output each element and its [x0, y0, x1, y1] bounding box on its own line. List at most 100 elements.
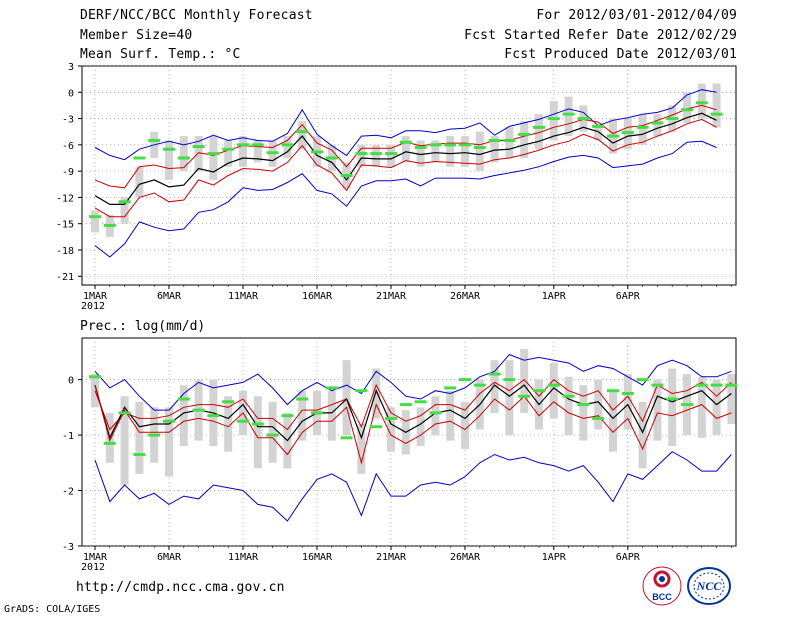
- temperature-box: [431, 140, 440, 163]
- precipitation-obs-marker: [592, 416, 605, 420]
- temperature-obs-marker: [311, 150, 323, 154]
- footer-url[interactable]: http://cmdp.ncc.cma.gov.cn: [76, 580, 285, 595]
- precipitation-obs-marker: [607, 389, 619, 393]
- temperature-obs-marker: [385, 152, 397, 156]
- temperature-box: [446, 136, 455, 167]
- temperature-box: [283, 136, 292, 158]
- precipitation-box: [549, 362, 558, 419]
- temperature-x-tick-label: 1MAR: [83, 291, 108, 302]
- temperature-obs-marker: [414, 145, 427, 149]
- precipitation-x-tick-label: 11MAR: [228, 552, 259, 563]
- temperature-max-line: [94, 89, 717, 161]
- temperature-obs-marker: [103, 223, 116, 227]
- precipitation-obs-marker: [725, 383, 738, 387]
- precipitation-obs-marker: [533, 389, 545, 393]
- precipitation-obs-marker: [340, 436, 353, 440]
- temperature-obs-marker: [473, 145, 486, 149]
- precipitation-obs-marker: [207, 414, 220, 418]
- precipitation-obs-marker: [118, 411, 131, 415]
- temperature-obs-marker: [681, 108, 693, 112]
- temperature-x-tick-label: 21MAR: [376, 291, 407, 302]
- temperature-y-tick-label: -21: [56, 272, 74, 283]
- temperature-y-tick-label: -18: [56, 246, 74, 257]
- ncc-logo-text: NCC: [696, 579, 723, 593]
- temperature-obs-marker: [296, 130, 309, 134]
- chart-title: DERF/NCC/BCC Monthly Forecast: [80, 8, 313, 23]
- precipitation-obs-marker: [385, 416, 397, 420]
- precipitation-x-tick-label: 6MAR: [157, 552, 182, 563]
- precipitation-x-tick-label: 16MAR: [302, 552, 333, 563]
- temperature-obs-marker: [177, 156, 190, 160]
- temperature-box: [135, 166, 144, 198]
- temperature-x-tick-label: 26MAR: [450, 291, 481, 302]
- precipitation-box: [387, 407, 395, 452]
- precipitation-obs-marker: [251, 422, 264, 426]
- temperature-year-label: 2012: [81, 301, 105, 312]
- precipitation-box: [135, 401, 144, 474]
- temperature-obs-marker: [340, 174, 353, 177]
- temperature-obs-marker: [666, 117, 679, 121]
- temperature-box: [505, 127, 514, 158]
- temperature-mean-line: [94, 112, 717, 205]
- temperature-box: [683, 92, 691, 123]
- temperature-box: [416, 140, 425, 167]
- temperature-obs-marker: [370, 152, 383, 156]
- precipitation-box: [342, 360, 351, 436]
- temperature-obs-marker: [163, 147, 175, 151]
- temperature-obs-marker: [133, 156, 146, 160]
- temperature-y-tick-label: -12: [56, 193, 74, 204]
- temperature-box: [209, 136, 218, 180]
- precipitation-box: [372, 368, 381, 419]
- precipitation-max-line: [94, 354, 732, 411]
- precipitation-y-tick-label: -3: [62, 542, 74, 553]
- temperature-obs-marker: [444, 143, 457, 147]
- precipitation-box: [268, 401, 277, 463]
- precipitation-box: [490, 360, 499, 413]
- precipitation-box: [446, 390, 455, 441]
- temperature-box: [253, 140, 262, 163]
- precipitation-obs-marker: [710, 383, 723, 387]
- precipitation-obs-marker: [89, 375, 101, 379]
- precipitation-box: [120, 396, 129, 485]
- temperature-obs-marker: [325, 156, 338, 160]
- precipitation-box: [179, 385, 188, 447]
- precipitation-box: [579, 385, 588, 441]
- precipitation-x-tick-label: 1MAR: [83, 552, 108, 563]
- temperature-box: [120, 197, 129, 224]
- precipitation-obs-marker: [503, 378, 516, 382]
- precipitation-obs-marker: [636, 378, 649, 382]
- temperature-obs-marker: [399, 140, 412, 144]
- precipitation-box: [594, 379, 603, 430]
- precipitation-obs-marker: [355, 389, 368, 393]
- temperature-obs-marker: [533, 125, 545, 129]
- temperature-box: [535, 114, 543, 150]
- temperature-box: [461, 136, 469, 167]
- temperature-box: [490, 136, 499, 163]
- precipitation-obs-marker: [681, 403, 693, 407]
- precipitation-spread-lower-line: [94, 384, 732, 465]
- precipitation-box: [253, 396, 262, 469]
- precipitation-obs-marker: [103, 441, 116, 445]
- precipitation-obs-marker: [296, 397, 309, 401]
- precipitation-box: [712, 379, 721, 436]
- temperature-obs-marker: [207, 152, 220, 156]
- temperature-y-tick-label: -6: [62, 141, 74, 152]
- precipitation-x-tick-label: 21MAR: [376, 552, 407, 563]
- temperature-obs-marker: [355, 152, 368, 156]
- precipitation-obs-marker: [311, 411, 323, 415]
- temperature-x-tick-label: 6APR: [616, 291, 641, 302]
- forecast-period: For 2012/03/01-2012/04/09: [536, 8, 737, 23]
- precipitation-obs-marker: [621, 391, 634, 395]
- precipitation-obs-marker: [325, 386, 338, 390]
- temperature-obs-marker: [547, 117, 560, 121]
- precipitation-x-tick-label: 26MAR: [450, 552, 481, 563]
- temperature-box: [224, 140, 233, 167]
- start-date: Fcst Started Refer Date 2012/02/29: [464, 28, 737, 43]
- temperature-box: [165, 140, 173, 180]
- precipitation-obs-marker: [237, 419, 249, 423]
- temperature-obs-marker: [488, 138, 501, 142]
- temperature-box: [401, 136, 410, 163]
- precipitation-box: [461, 401, 469, 449]
- temperature-x-tick-label: 1APR: [542, 291, 567, 302]
- temperature-x-tick-label: 6MAR: [157, 291, 182, 302]
